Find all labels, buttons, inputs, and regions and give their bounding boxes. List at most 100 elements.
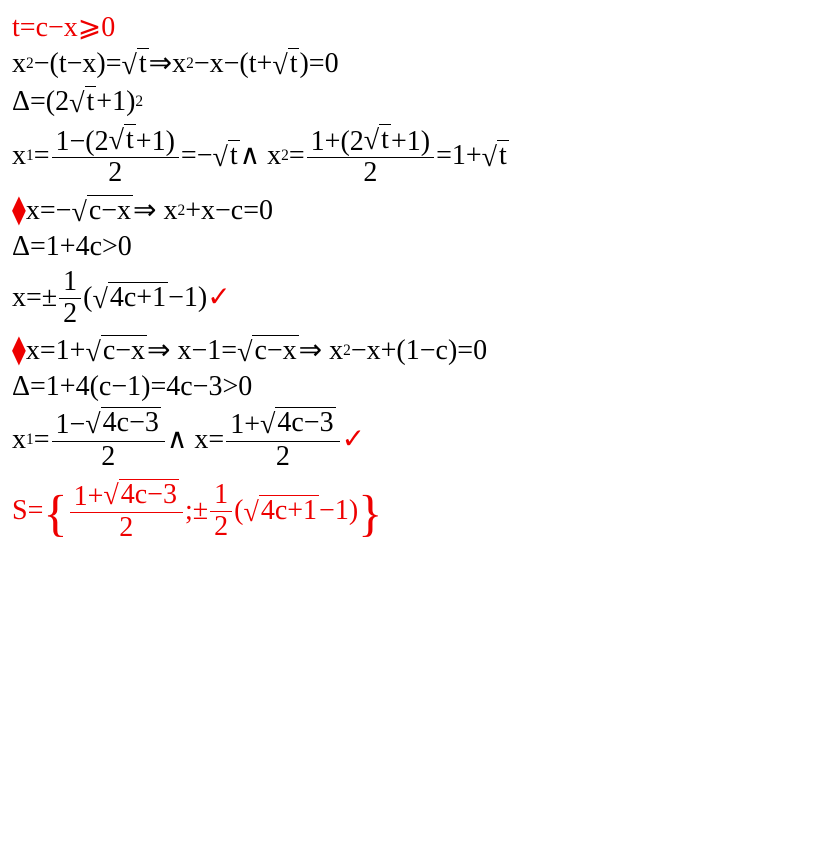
fraction: 1+(2√t+1) 2 [307,124,434,189]
arg: c−x [252,335,298,367]
arg: c−x [101,335,147,367]
line-3: Δ=(2√t+1)2 [12,86,828,118]
t: 1− [56,409,86,440]
numerator: 1−(2√t+1) [52,124,179,159]
numerator: 1+√4c−3 [226,407,339,442]
denominator: 2 [115,513,137,544]
arg: t [137,48,149,80]
line-7: x=± 1 2 (√4c+1 −1) ✓ [12,267,828,330]
sqrt: √c−x [85,335,147,367]
sqrt: √c−x [237,335,299,367]
fraction: 1 2 [210,480,232,543]
t: S= [12,497,43,525]
arg: t [124,124,136,156]
t: )=0 [299,50,338,78]
fraction: 1+√4c−3 2 [226,407,339,472]
numerator: 1+(2√t+1) [307,124,434,159]
line-5: ⧫x=−√c−x ⇒ x2+x−c=0 [12,195,828,227]
arg: 4c+1 [259,495,319,527]
t: +1) [391,125,430,156]
denominator: 2 [272,442,294,473]
sqrt: √t [482,140,509,172]
t: x=1+ [26,337,86,365]
radical-icon: √ [364,127,379,155]
line-10: x1= 1−√4c−3 2 ∧ x= 1+√4c−3 2 ✓ [12,407,828,472]
t: ⇒ x [299,337,343,365]
t: ⇒ x−1= [147,337,237,365]
radical-icon: √ [237,339,252,367]
t: x=− [26,197,72,225]
sqrt: √4c+1 [243,495,319,527]
sqrt: √t [109,124,136,156]
line-9: Δ=1+4(c−1)=4c−3>0 [12,373,828,401]
fraction: 1−(2√t+1) 2 [52,124,179,189]
t: ∧ x [240,142,282,170]
radical-icon: √ [260,411,275,439]
expr: Δ=1+4c>0 [12,233,132,261]
arg: 4c−3 [119,479,179,511]
fraction: 1 2 [59,267,81,330]
arg: 4c−3 [101,407,161,439]
line-11: S={ 1+√4c−3 2 ;± 1 2 (√4c+1−1)} [12,479,828,544]
radical-icon: √ [85,339,100,367]
arg: 4c−3 [275,407,335,439]
t: =1+ [436,142,482,170]
t: 1+(2 [311,125,364,156]
line-4: x1= 1−(2√t+1) 2 =−√t ∧ x2= 1+(2√t+1) 2 =… [12,124,828,189]
t: −1) [319,497,358,525]
radical-icon: √ [109,127,124,155]
numerator: 1 [59,267,81,299]
arg: t [228,140,240,172]
t: Δ=(2 [12,88,69,116]
t: ∧ x= [167,426,224,454]
t: ⇒x [149,50,186,78]
arg: t [288,48,300,80]
numerator: 1+√4c−3 [70,479,183,514]
radical-icon: √ [482,144,497,172]
denominator: 2 [359,158,381,189]
check-icon: ✓ [207,284,230,312]
t: =− [181,142,213,170]
rbrace-icon: } [358,493,382,533]
arg: c−x [87,195,133,227]
line-1: t=c−x⩾0 [12,14,828,42]
radical-icon: √ [122,52,137,80]
numerator: 1−√4c−3 [52,407,165,442]
t: +1) [136,125,175,156]
arg: t [379,124,391,156]
line-8: ⧫x=1+√c−x ⇒ x−1=√c−x ⇒ x2−x+(1−c)=0 [12,335,828,367]
t: 1−(2 [56,125,109,156]
t: ⇒ x [133,197,177,225]
radical-icon: √ [103,482,118,510]
radical-icon: √ [93,286,108,314]
t: ( [83,284,92,312]
denominator: 2 [97,442,119,473]
denominator: 2 [210,512,232,543]
sqrt: √t [213,140,240,172]
fraction: 1+√4c−3 2 [70,479,183,544]
t: −x−(t+ [194,50,272,78]
t: ;± [185,497,208,525]
sqrt: √t [69,86,96,118]
diamond-icon: ⧫ [12,337,26,365]
arg: t [85,86,97,118]
arg: 4c+1 [108,282,168,314]
line-2: x2−(t−x)=√t ⇒x2−x−(t+√t)=0 [12,48,828,80]
t: −x+(1−c)=0 [351,337,487,365]
t: = [34,142,50,170]
radical-icon: √ [213,144,228,172]
sqrt: √c−x [71,195,133,227]
t: 1+ [230,409,260,440]
radical-icon: √ [85,411,100,439]
radical-icon: √ [272,52,287,80]
diamond-icon: ⧫ [12,197,26,225]
expr: Δ=1+4(c−1)=4c−3>0 [12,373,252,401]
expr: t=c−x⩾0 [12,14,115,42]
t: x [12,426,26,454]
denominator: 2 [104,158,126,189]
t: = [289,142,305,170]
t: +x−c=0 [185,197,273,225]
sqrt: √4c−3 [103,479,179,511]
t: x [12,50,26,78]
fraction: 1−√4c−3 2 [52,407,165,472]
